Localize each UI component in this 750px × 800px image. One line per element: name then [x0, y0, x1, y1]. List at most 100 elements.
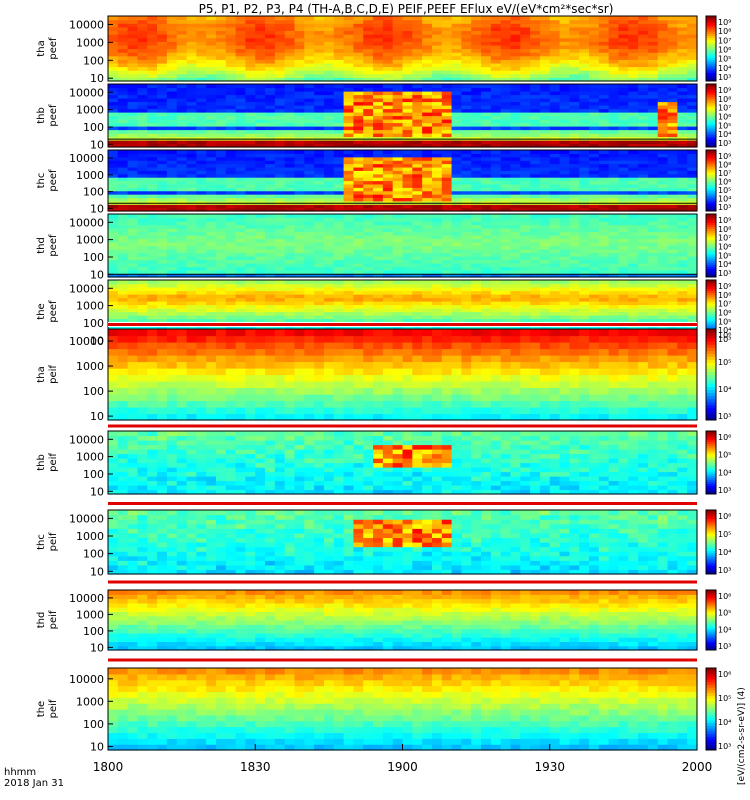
spectrogram-cell — [323, 70, 335, 75]
spectrogram-cell — [628, 194, 639, 199]
spectrogram-cell — [343, 294, 355, 299]
spectrogram-cell — [353, 228, 364, 233]
colorbar-step — [706, 31, 716, 34]
spectrogram-cell — [638, 214, 649, 219]
spectrogram-cell — [166, 101, 178, 106]
colorbar-step — [706, 76, 716, 80]
spectrogram-cell — [549, 153, 561, 158]
spectrogram-cell — [373, 140, 384, 145]
spectrogram-cell — [647, 143, 659, 148]
spectrogram-cell — [530, 52, 541, 57]
spectrogram-cell — [490, 115, 502, 120]
spectrogram-cell — [520, 143, 531, 148]
spectrogram-cell — [471, 187, 482, 192]
spectrogram-cell — [618, 16, 629, 21]
spectrogram-cell — [569, 91, 580, 96]
spectrogram-cell — [245, 224, 256, 229]
spectrogram-cell — [579, 44, 590, 50]
spectrogram-cell — [510, 166, 521, 171]
spectrogram-cell — [157, 173, 168, 178]
spectrogram-cell — [225, 263, 237, 268]
spectrogram-cell — [382, 94, 394, 99]
spectrogram-cell — [598, 91, 610, 96]
spectrogram-cell — [304, 160, 315, 165]
spectrogram-cell — [166, 287, 178, 292]
spectrogram-cell — [225, 44, 237, 50]
spectrogram-cell — [618, 245, 629, 250]
spectrogram-cell — [215, 252, 227, 257]
spectrogram-cell — [215, 287, 227, 292]
spectrogram-cell — [255, 221, 266, 226]
spectrogram-cell — [657, 153, 669, 158]
spectrogram-cell — [431, 52, 443, 57]
spectrogram-cell — [579, 34, 590, 39]
spectrogram-cell — [608, 217, 620, 222]
spectrogram-cell — [638, 263, 649, 268]
spectrogram-cell — [108, 325, 119, 330]
spectrogram-cell — [373, 23, 384, 28]
spectrogram-cell — [265, 133, 276, 138]
spectrogram-cell — [549, 163, 561, 168]
spectrogram-cell — [215, 315, 227, 320]
spectrogram-cell — [255, 108, 266, 113]
spectrogram-cell — [549, 91, 561, 96]
spectrogram-cell — [481, 66, 492, 71]
spectrogram-cell — [245, 62, 256, 68]
spectrogram-cell — [127, 105, 139, 110]
spectrogram-cell — [353, 34, 364, 39]
spectrogram-cell — [530, 108, 541, 113]
spectrogram-cell — [422, 197, 433, 202]
spectrogram-cell — [176, 238, 188, 243]
spectrogram-cell — [382, 84, 394, 89]
spectrogram-cell — [265, 180, 276, 185]
spectrogram-cell — [657, 37, 669, 42]
spectrogram-cell — [530, 105, 541, 110]
spectrogram-cell — [382, 207, 394, 212]
spectrogram-cell — [147, 59, 158, 64]
spectrogram-cell — [402, 249, 413, 254]
spectrogram-cell — [628, 23, 639, 28]
spectrogram-cell — [451, 217, 462, 222]
spectrogram-cell — [618, 187, 629, 192]
spectrogram-cell — [117, 197, 129, 202]
spectrogram-cell — [589, 259, 600, 264]
spectrogram-cell — [628, 66, 639, 71]
spectrogram-cell — [245, 238, 256, 243]
spectrogram-cell — [579, 26, 590, 32]
spectrogram-cell — [608, 112, 620, 117]
spectrogram-cell — [157, 283, 168, 288]
spectrogram-cell — [500, 115, 512, 120]
spectrogram-cell — [166, 41, 178, 46]
spectrogram-cell — [510, 156, 521, 161]
spectrogram-cell — [284, 315, 296, 320]
spectrogram-cell — [147, 91, 158, 96]
colorbar-step — [706, 220, 716, 223]
spectrogram-cell — [441, 150, 453, 154]
spectrogram-cell — [225, 41, 237, 46]
spectrogram-cell — [127, 318, 139, 323]
spectrogram-cell — [108, 98, 119, 103]
spectrogram-cell — [382, 273, 394, 278]
spectrogram-cell — [333, 245, 345, 250]
spectrogram-cell — [323, 259, 335, 264]
spectrogram-cell — [461, 242, 472, 247]
spectrogram-cell — [117, 280, 129, 285]
spectrogram-cell — [471, 41, 482, 46]
spectrogram-cell — [667, 183, 678, 188]
spectrogram-cell — [343, 177, 355, 182]
spectrogram-cell — [343, 325, 355, 330]
spectrogram-cell — [215, 204, 227, 209]
spectrogram-cell — [539, 238, 551, 243]
spectrogram-cell — [461, 160, 472, 165]
spectrogram-cell — [186, 136, 197, 141]
spectrogram-cell — [127, 143, 139, 148]
spectrogram-cell — [412, 273, 423, 278]
spectrogram-cell — [490, 224, 502, 229]
spectrogram-cell — [117, 204, 129, 209]
spectrogram-cell — [353, 235, 364, 240]
spectrogram-cell — [569, 143, 580, 148]
spectrogram-cell — [147, 231, 158, 236]
spectrogram-cell — [638, 55, 649, 60]
spectrogram-cell — [559, 249, 570, 254]
